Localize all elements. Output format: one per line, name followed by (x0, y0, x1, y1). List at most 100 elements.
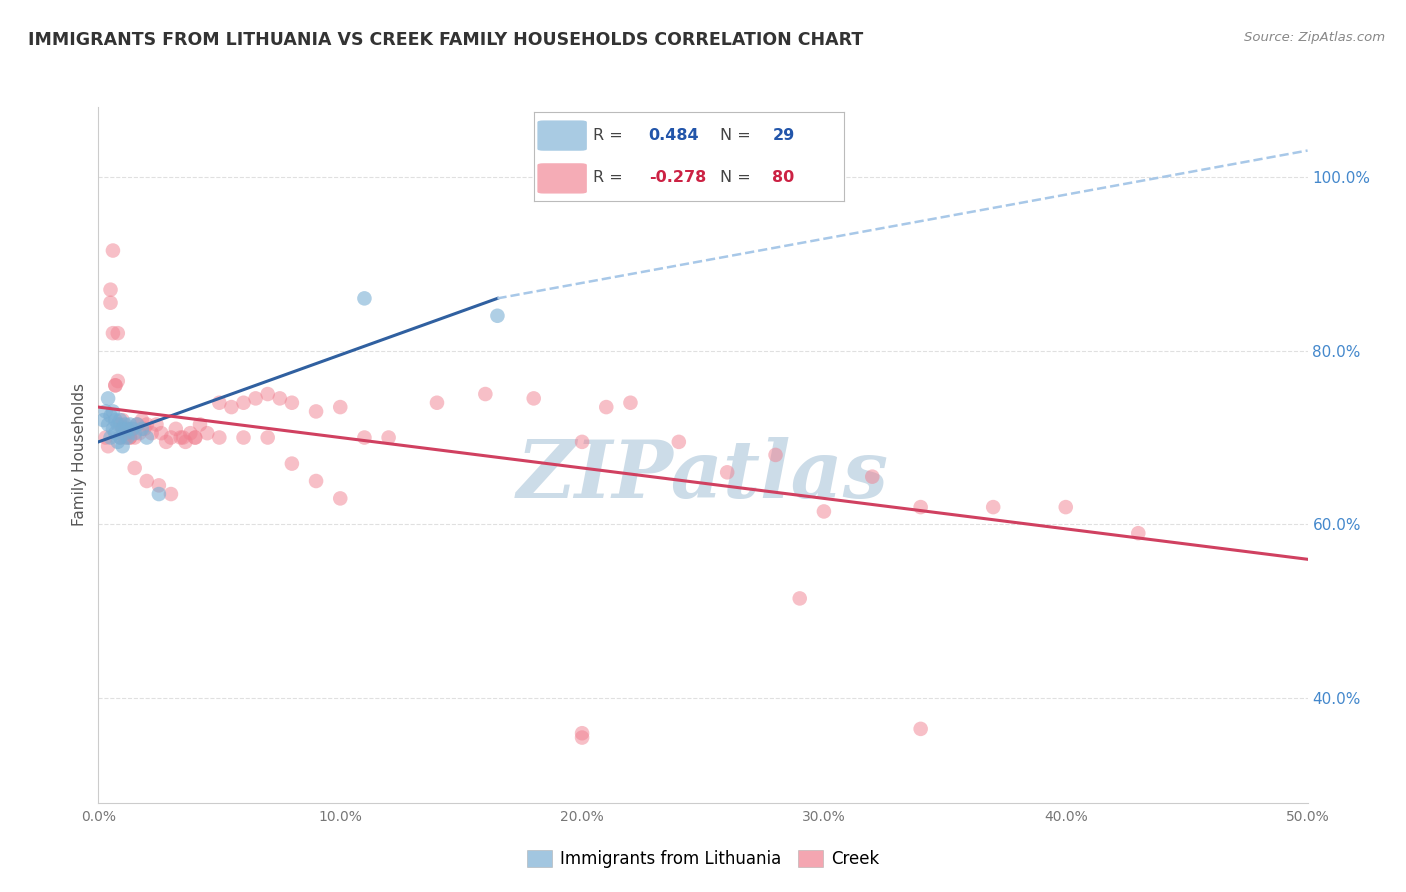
Point (100, 283, 122, 297)
Point (232, 431, 254, 445)
Point (114, 426, 136, 441)
Point (104, 426, 127, 441)
Point (256, 431, 278, 445)
Point (107, 417, 129, 432)
Text: 80: 80 (772, 170, 794, 185)
Point (595, 400, 617, 414)
Point (101, 244, 124, 258)
Point (160, 487, 183, 501)
Point (124, 461, 146, 475)
Point (179, 426, 201, 441)
Point (184, 431, 207, 445)
Point (121, 422, 143, 436)
Text: R =: R = (593, 170, 628, 185)
Point (135, 417, 157, 432)
Point (160, 431, 183, 445)
Point (426, 396, 449, 410)
Point (127, 417, 149, 432)
Point (118, 431, 141, 445)
Point (208, 396, 231, 410)
Point (101, 404, 124, 418)
Point (208, 431, 231, 445)
Legend: Immigrants from Lithuania, Creek: Immigrants from Lithuania, Creek (520, 843, 886, 874)
Point (134, 422, 156, 436)
Point (281, 457, 304, 471)
Point (486, 309, 509, 323)
Point (101, 422, 124, 436)
Point (148, 478, 170, 492)
Point (765, 448, 787, 462)
Point (118, 417, 141, 432)
Point (124, 431, 146, 445)
Point (108, 413, 131, 427)
Text: N =: N = (720, 170, 756, 185)
Point (353, 431, 375, 445)
Point (111, 422, 134, 436)
Text: R =: R = (593, 128, 628, 143)
Point (111, 422, 134, 436)
Point (571, 726, 593, 740)
Text: N =: N = (720, 128, 756, 143)
Point (184, 431, 207, 445)
Point (1054, 500, 1077, 514)
Point (117, 426, 139, 441)
Point (135, 431, 157, 445)
Point (94, 431, 117, 445)
Point (571, 731, 593, 745)
Point (256, 387, 278, 401)
Point (619, 396, 641, 410)
Point (91, 413, 114, 427)
Point (107, 374, 129, 388)
Point (910, 500, 932, 514)
Point (155, 434, 177, 449)
Point (145, 417, 167, 432)
Point (107, 326, 129, 341)
Point (141, 426, 163, 441)
Point (281, 396, 304, 410)
Point (172, 431, 194, 445)
Point (108, 417, 131, 432)
Text: Source: ZipAtlas.com: Source: ZipAtlas.com (1244, 31, 1385, 45)
Text: -0.278: -0.278 (648, 170, 706, 185)
Point (174, 434, 197, 449)
Point (353, 291, 375, 305)
Point (813, 504, 835, 518)
Point (124, 426, 146, 441)
Point (165, 422, 187, 436)
Point (523, 392, 546, 406)
Point (107, 434, 129, 449)
Point (910, 722, 932, 736)
Point (716, 466, 738, 480)
Text: 29: 29 (772, 128, 794, 143)
Point (100, 431, 122, 445)
Point (128, 426, 150, 441)
Point (97, 417, 120, 432)
Point (131, 413, 153, 427)
Point (117, 422, 139, 436)
Point (668, 434, 690, 449)
Point (97, 439, 120, 453)
Point (329, 491, 352, 506)
Point (97, 392, 120, 406)
Point (104, 378, 127, 392)
Point (188, 417, 211, 432)
Point (571, 434, 593, 449)
FancyBboxPatch shape (537, 120, 586, 151)
Point (94, 404, 117, 418)
FancyBboxPatch shape (537, 163, 586, 194)
Y-axis label: Family Households: Family Households (72, 384, 87, 526)
Text: IMMIGRANTS FROM LITHUANIA VS CREEK FAMILY HOUSEHOLDS CORRELATION CHART: IMMIGRANTS FROM LITHUANIA VS CREEK FAMIL… (28, 31, 863, 49)
Point (117, 431, 139, 445)
Point (108, 431, 131, 445)
Point (117, 422, 139, 436)
Point (195, 426, 218, 441)
Point (104, 413, 127, 427)
Point (221, 400, 243, 414)
Point (100, 409, 122, 423)
Point (329, 400, 352, 414)
Point (232, 396, 254, 410)
Point (104, 378, 127, 392)
Point (127, 417, 149, 432)
Point (860, 469, 883, 483)
Point (121, 422, 143, 436)
